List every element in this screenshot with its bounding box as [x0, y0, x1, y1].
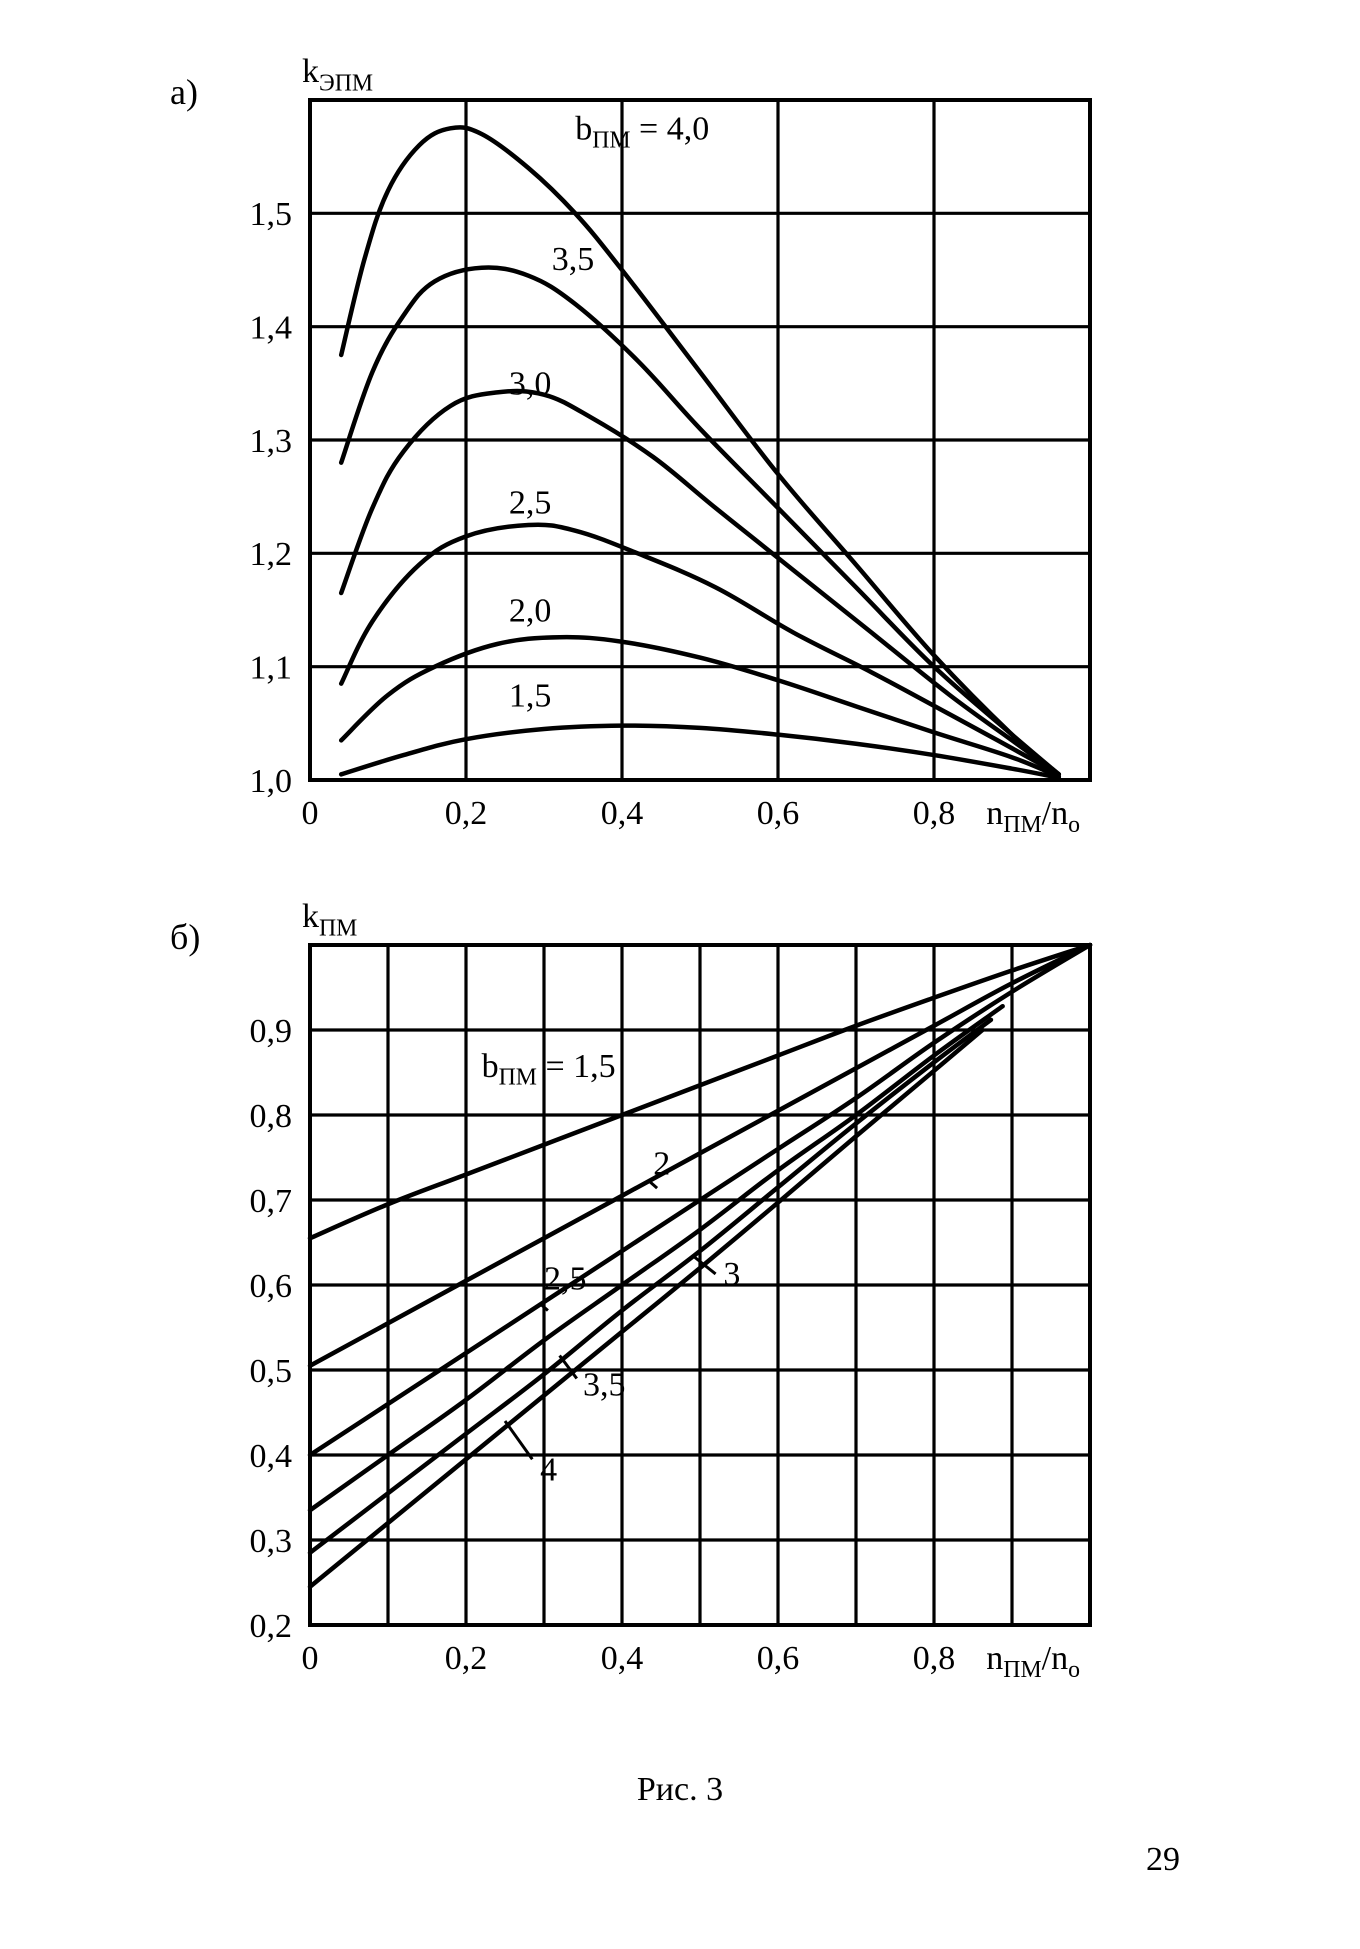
x-tick-label: 0,2 — [445, 795, 488, 832]
curve-value-label: 3,5 — [552, 241, 595, 278]
curve-param-label: bПМ = 4,0 — [575, 111, 709, 154]
curve-value-label: 3,0 — [509, 366, 552, 403]
figure-caption: Рис. 3 — [637, 1771, 723, 1808]
curve-value-label: 3,5 — [583, 1367, 626, 1404]
x-tick-label: 0,8 — [913, 1640, 956, 1677]
curve-value-label: 2,0 — [509, 592, 552, 629]
x-tick-label: 0,6 — [757, 1640, 800, 1677]
y-tick-label: 0,4 — [250, 1438, 293, 1475]
panel-label: б) — [170, 917, 200, 957]
curve-value-label: 4 — [540, 1452, 557, 1489]
y-axis-label: kЭПМ — [302, 53, 373, 97]
chart-b: б)0,20,30,40,50,60,70,80,900,20,40,60,8k… — [170, 898, 1090, 1683]
x-axis-label: nПМ/no — [986, 1640, 1080, 1683]
y-tick-label: 1,5 — [250, 196, 293, 233]
y-tick-label: 1,2 — [250, 536, 293, 573]
series-curve — [341, 127, 1059, 774]
x-tick-label: 0 — [302, 1640, 319, 1677]
curve-param-label: bПМ = 1,5 — [482, 1048, 616, 1091]
curve-value-label: 2,5 — [544, 1260, 587, 1297]
y-tick-label: 1,4 — [250, 310, 293, 347]
chart-a: а) 1,0 1,1 1,2 1,3 1,4 1,5 0 0,2 0,4 0,6 0,8 kЭПМ nПМ… — [170, 53, 1090, 838]
y-tick-label: 1,1 — [250, 650, 293, 687]
x-axis-label: nПМ/no — [986, 795, 1080, 838]
curve-value-label: 3 — [723, 1256, 740, 1293]
series-curve — [310, 1006, 1003, 1510]
y-tick-label: 1,0 — [250, 763, 293, 800]
y-tick-label: 0,2 — [250, 1608, 293, 1645]
x-tick-label: 0 — [302, 795, 319, 832]
figure-svg: а)1,01,11,21,31,41,500,20,40,60,8kЭПМnПМ… — [0, 0, 1360, 1949]
x-tick-label: 0,4 — [601, 1640, 644, 1677]
x-tick-label: 0,8 — [913, 795, 956, 832]
curve-value-label: 2,5 — [509, 485, 552, 522]
curve-value-label: 1,5 — [509, 677, 552, 714]
curve-value-label: 2 — [653, 1146, 670, 1183]
panel-label: а) — [170, 72, 198, 112]
y-tick-label: 0,6 — [250, 1268, 293, 1305]
y-tick-label: 0,5 — [250, 1353, 293, 1390]
y-tick-label: 0,8 — [250, 1098, 293, 1135]
y-tick-label: 0,3 — [250, 1523, 293, 1560]
y-axis-label: kПМ — [302, 898, 357, 942]
x-tick-label: 0,6 — [757, 795, 800, 832]
y-tick-label: 0,7 — [250, 1183, 293, 1220]
series-curve — [341, 726, 1059, 778]
x-tick-label: 0,4 — [601, 795, 644, 832]
x-tick-label: 0,2 — [445, 1640, 488, 1677]
y-tick-label: 0,9 — [250, 1013, 293, 1050]
y-tick-label: 1,3 — [250, 423, 293, 460]
page-number: 29 — [1146, 1841, 1180, 1878]
